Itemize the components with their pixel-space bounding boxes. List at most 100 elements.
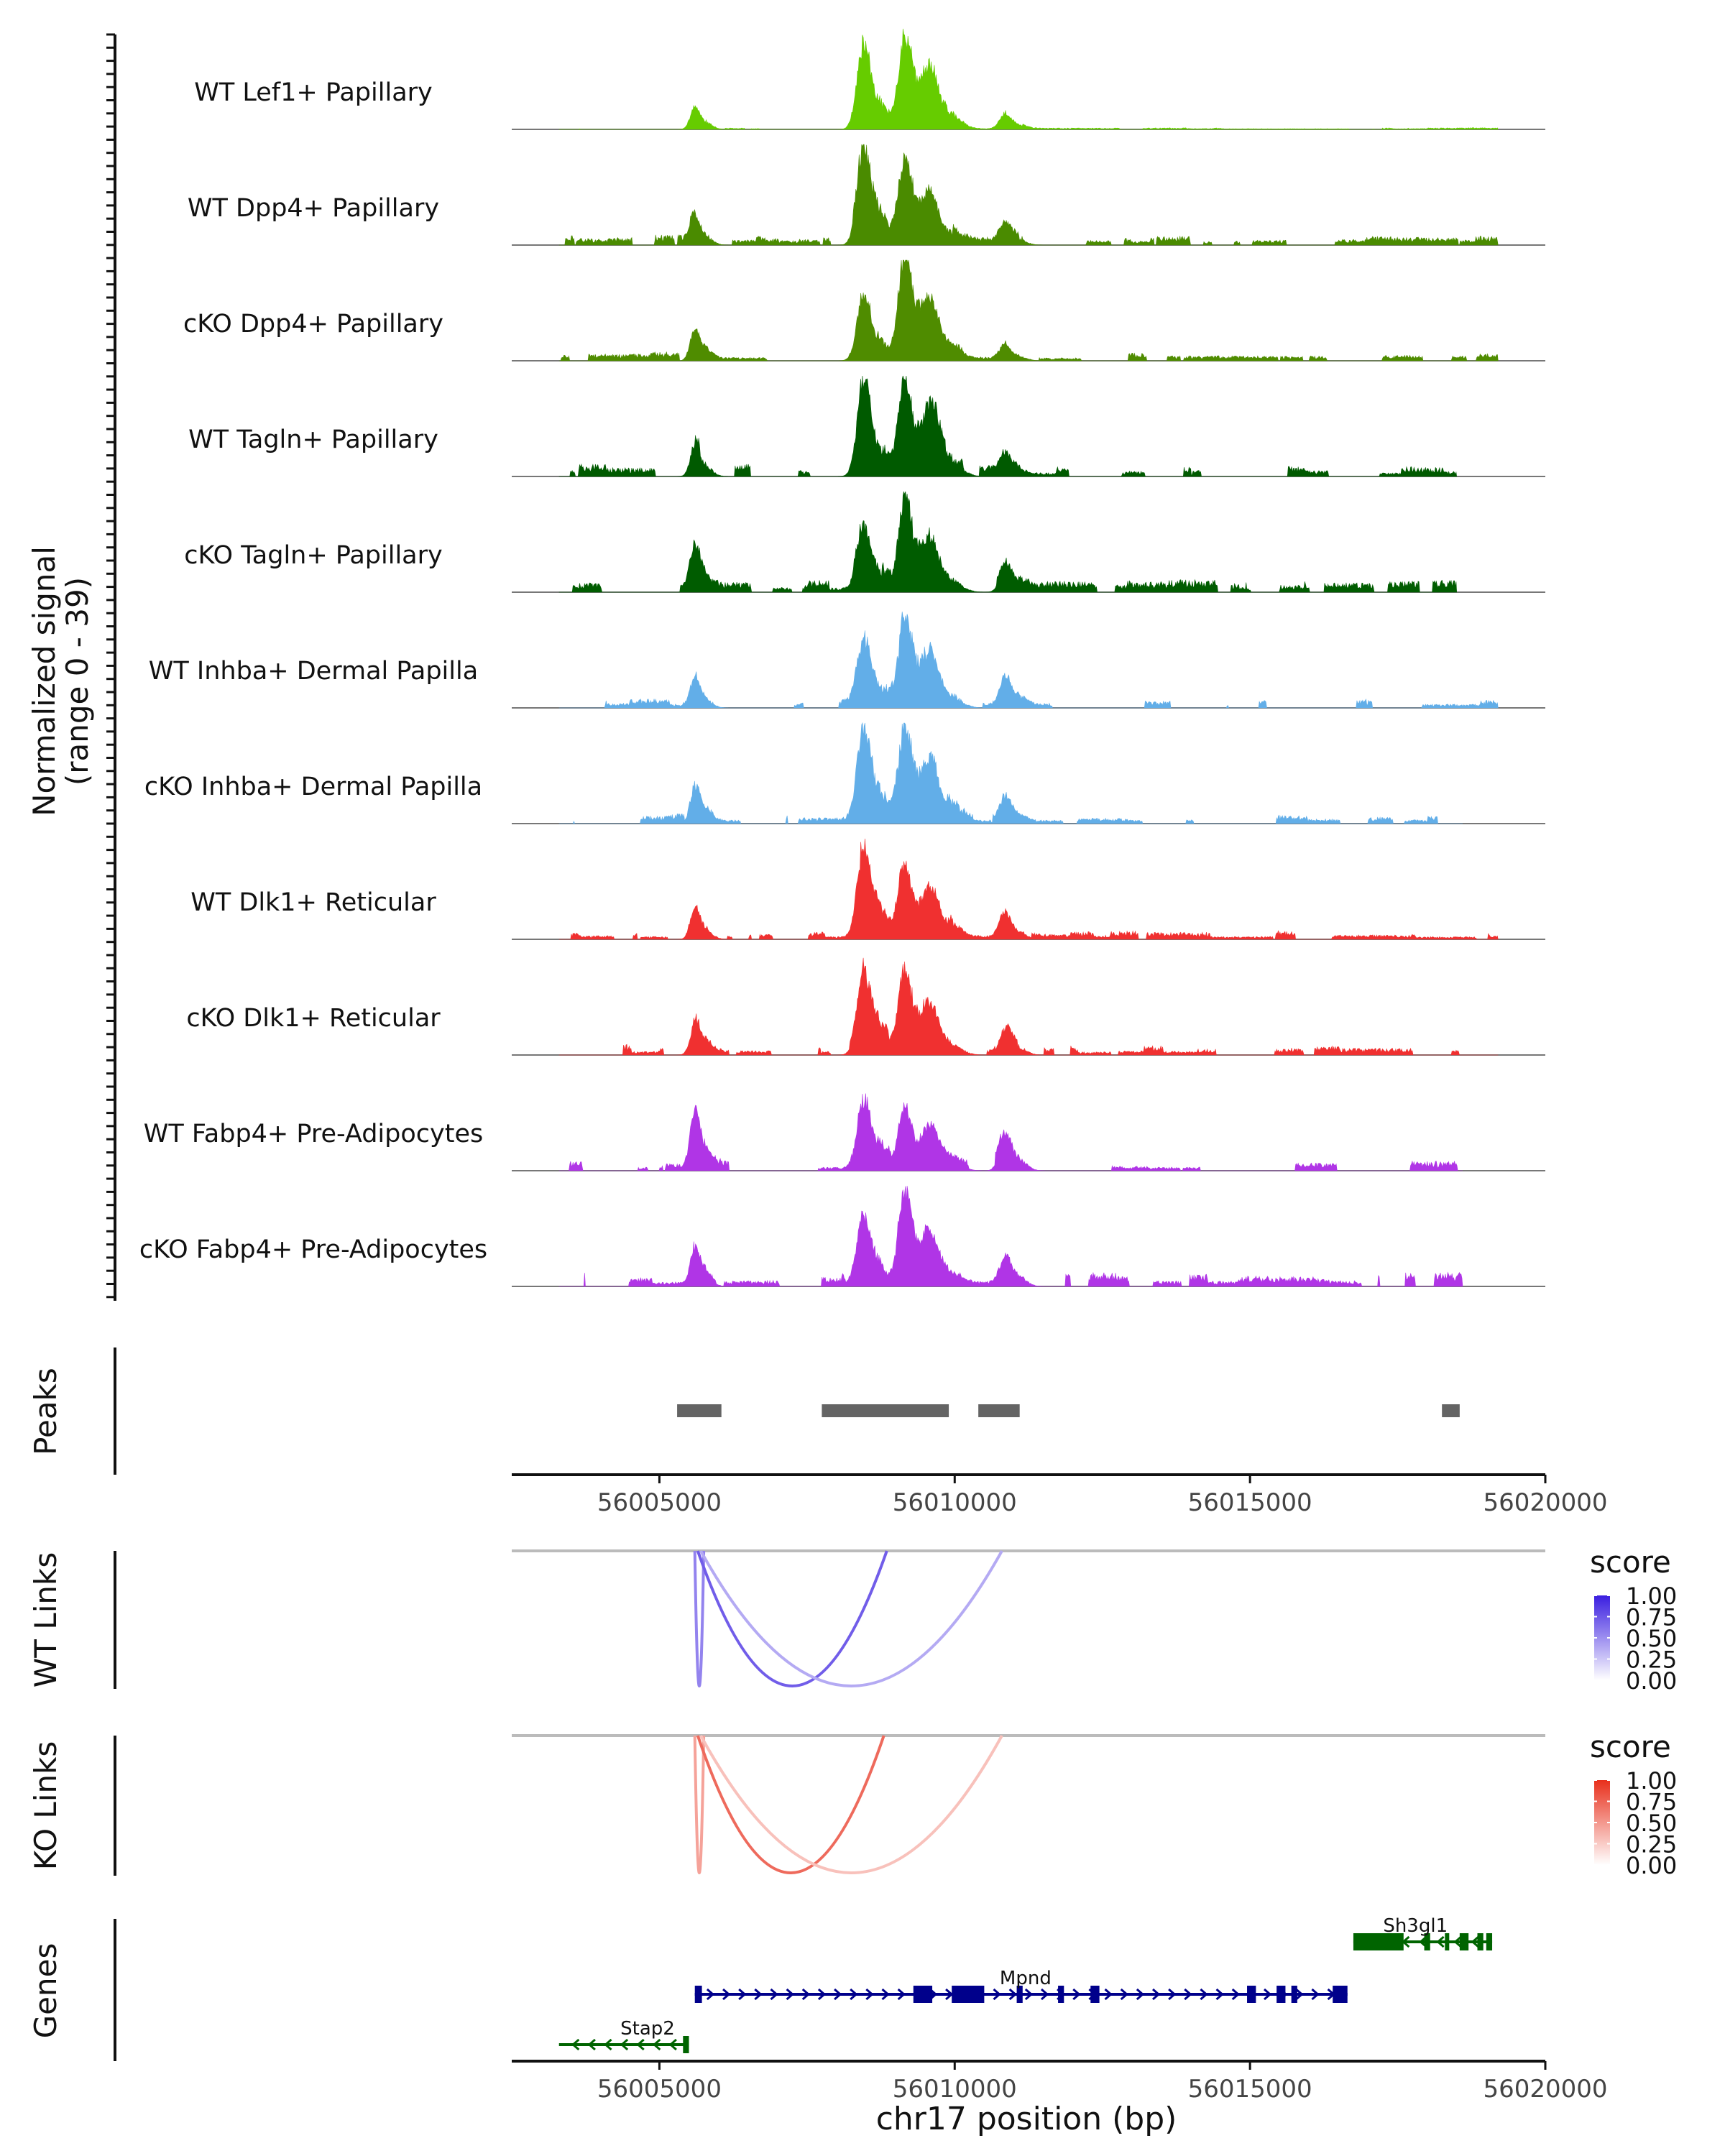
strand-arrow bbox=[587, 2038, 596, 2051]
gene-exon bbox=[952, 1986, 985, 2003]
coverage-area bbox=[558, 144, 1499, 246]
gene-exon bbox=[1291, 1986, 1297, 2003]
strand-arrow bbox=[1215, 1988, 1224, 2001]
legend-tick-label: 0.75 bbox=[1626, 1604, 1677, 1631]
gene-exon bbox=[1486, 1933, 1493, 1950]
position-axis-bottom: 56005000 56010000 56015000 56020000 bbox=[512, 2060, 1608, 2104]
legend-colorbar bbox=[1594, 1780, 1610, 1865]
axis-tick-label: 56015000 bbox=[1188, 1488, 1312, 1517]
track-label: WT Inhba+ Dermal Papilla bbox=[149, 657, 478, 686]
position-axis-top: 56005000 56010000 56015000 56020000 bbox=[512, 1473, 1608, 1517]
axis-tick-label: 56010000 bbox=[893, 1488, 1017, 1517]
coverage-track: WT Tagln+ Papillary bbox=[188, 375, 1545, 477]
gene-exon bbox=[694, 1986, 702, 2003]
coverage-area bbox=[558, 1093, 1463, 1171]
strand-arrow bbox=[636, 2038, 645, 2051]
legend-colorbar bbox=[1594, 1595, 1610, 1680]
gene-exon bbox=[1058, 1986, 1064, 2003]
strand-arrow bbox=[1008, 1988, 1017, 2001]
strand-arrow bbox=[1024, 1988, 1034, 2001]
coverage-area bbox=[558, 957, 1499, 1056]
gene-exon bbox=[1445, 1933, 1450, 1950]
coverage-area bbox=[558, 28, 1499, 130]
gene-name: Sh3gl1 bbox=[1383, 1915, 1448, 1937]
coverage-area bbox=[558, 491, 1458, 593]
gene-models: Sh3gl1 Mpnd Stap2 bbox=[558, 1915, 1493, 2053]
peak-region bbox=[677, 1404, 722, 1417]
track-label: WT Fabp4+ Pre-Adipocytes bbox=[144, 1120, 483, 1148]
gene-exon bbox=[1459, 1933, 1469, 1950]
strand-arrow bbox=[1471, 1935, 1479, 1948]
coverage-tracks: WT Lef1+ Papillary WT Dpp4+ Papillary cKO … bbox=[139, 28, 1545, 1287]
link-arc bbox=[693, 1550, 706, 1687]
coverage-area bbox=[558, 722, 1463, 824]
gene-exon bbox=[1016, 1986, 1023, 2003]
strand-arrow bbox=[801, 1988, 811, 2001]
strand-arrow bbox=[1136, 1988, 1145, 2001]
strand-arrow bbox=[817, 1988, 827, 2001]
link-arc bbox=[693, 1735, 706, 1874]
strand-arrow bbox=[754, 1988, 763, 2001]
gene-name: Mpnd bbox=[1000, 1968, 1052, 1989]
link-arc bbox=[699, 1550, 1003, 1687]
x-axis-label: chr17 position (bp) bbox=[876, 2101, 1177, 2137]
legend-tick-label: 0.00 bbox=[1626, 1667, 1677, 1695]
coverage-track: WT Dlk1+ Reticular bbox=[190, 838, 1545, 940]
strand-arrow bbox=[850, 1988, 858, 2001]
strand-arrow bbox=[1104, 1988, 1113, 2001]
link-arc bbox=[696, 1735, 886, 1874]
strand-arrow bbox=[604, 2038, 612, 2051]
track-label: cKO Tagln+ Papillary bbox=[184, 541, 443, 570]
strand-arrow bbox=[786, 1988, 794, 2001]
track-label: WT Dpp4+ Papillary bbox=[188, 194, 439, 223]
link-arc bbox=[696, 1550, 888, 1687]
gene-model: Stap2 bbox=[558, 2018, 689, 2053]
legend-tick-label: 0.75 bbox=[1626, 1789, 1677, 1816]
gene-exon bbox=[1090, 1986, 1100, 2003]
gene-exon bbox=[1276, 1986, 1286, 2003]
coverage-track: cKO Dpp4+ Papillary bbox=[183, 259, 1545, 361]
legend-tick-label: 0.00 bbox=[1626, 1852, 1677, 1879]
strand-arrow bbox=[653, 2038, 661, 2051]
strand-arrow bbox=[1264, 1988, 1272, 2001]
coverage-track: cKO Tagln+ Papillary bbox=[184, 491, 1545, 593]
link-arc bbox=[699, 1735, 1003, 1874]
coverage-track: WT Lef1+ Papillary bbox=[194, 28, 1545, 130]
links-panel-label: KO Links bbox=[28, 1741, 63, 1871]
genes-label: Genes bbox=[28, 1943, 63, 2039]
strand-arrow bbox=[897, 1988, 906, 2001]
strand-arrow bbox=[834, 1988, 842, 2001]
coverage-area bbox=[558, 612, 1499, 709]
coverage-area bbox=[558, 375, 1458, 477]
track-label: WT Lef1+ Papillary bbox=[194, 78, 433, 107]
wt-links-panel: WT Links score 1.000.750.500.250.00 bbox=[28, 1544, 1677, 1695]
gene-exon bbox=[1353, 1933, 1404, 1950]
strand-arrow bbox=[668, 2038, 677, 2051]
peak-region bbox=[822, 1404, 949, 1417]
gene-exon bbox=[683, 2036, 689, 2053]
strand-arrow bbox=[1453, 1935, 1462, 1948]
strand-arrow bbox=[881, 1988, 890, 2001]
coverage-track: cKO Fabp4+ Pre-Adipocytes bbox=[139, 1186, 1545, 1287]
strand-arrow bbox=[722, 1988, 731, 2001]
strand-arrow bbox=[945, 1988, 954, 2001]
strand-arrow bbox=[571, 2038, 580, 2051]
coverage-track: cKO Inhba+ Dermal Papilla bbox=[144, 722, 1545, 824]
peak-regions bbox=[677, 1404, 1460, 1417]
gene-exon bbox=[913, 1986, 933, 2003]
coverage-area bbox=[558, 259, 1499, 361]
peaks-label: Peaks bbox=[28, 1368, 63, 1455]
links-panel-label: WT Links bbox=[28, 1552, 63, 1687]
axis-tick-label: 56005000 bbox=[597, 1488, 722, 1517]
strand-arrow bbox=[770, 1988, 778, 2001]
legend-tick-label: 1.00 bbox=[1626, 1767, 1677, 1795]
track-label: WT Tagln+ Papillary bbox=[188, 425, 438, 454]
strand-arrow bbox=[1072, 1988, 1081, 2001]
axis-tick-label: 56005000 bbox=[597, 2075, 722, 2104]
strand-arrow bbox=[1436, 1935, 1445, 1948]
axis-tick-label: 56015000 bbox=[1188, 2075, 1312, 2104]
strand-arrow bbox=[865, 1988, 874, 2001]
strand-arrow bbox=[1151, 1988, 1161, 2001]
legend-title: score bbox=[1590, 1729, 1671, 1764]
